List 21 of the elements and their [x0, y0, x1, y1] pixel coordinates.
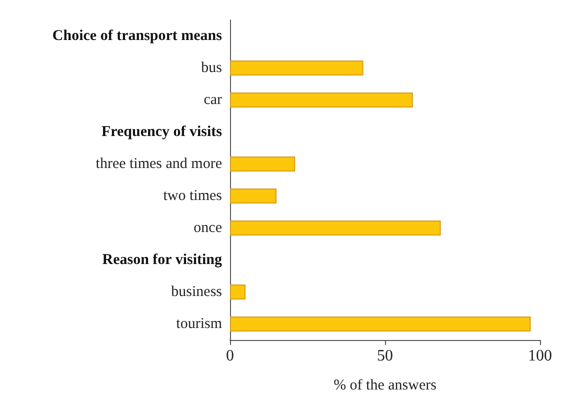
bar [230, 92, 413, 108]
y-tick-label: tourism [176, 316, 222, 332]
y-tick-label: Choice of transport means [52, 28, 222, 44]
y-tick-label: bus [201, 60, 222, 76]
bar [230, 284, 246, 300]
y-tick-label: two times [163, 188, 222, 204]
x-tick-label: 100 [528, 348, 552, 364]
bar [230, 60, 364, 76]
x-tick-label: 0 [226, 348, 234, 364]
bar [230, 188, 276, 204]
x-tick-label: 50 [377, 348, 393, 364]
bar [230, 220, 441, 236]
y-tick-label: three times and more [96, 156, 222, 172]
y-tick-label: Reason for visiting [102, 252, 222, 268]
bar [230, 316, 531, 332]
x-axis-title: % of the answers [334, 378, 437, 394]
y-tick-label: car [204, 92, 222, 108]
y-tick-label: business [171, 284, 222, 300]
bar [230, 156, 296, 172]
y-tick-label: Frequency of visits [101, 124, 222, 140]
y-tick-label: once [194, 220, 222, 236]
